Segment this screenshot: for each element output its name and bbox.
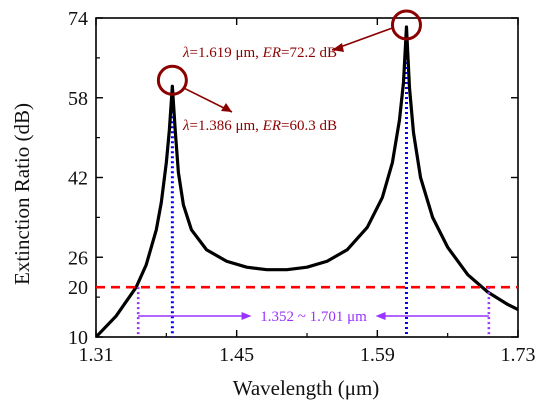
x-tick-label: 1.73 bbox=[501, 344, 536, 366]
annotation-arrowhead-1 bbox=[221, 103, 232, 112]
peak-circle-1 bbox=[156, 64, 188, 96]
y-tick-label: 42 bbox=[68, 168, 88, 190]
annotation-er-symbol: ER bbox=[262, 118, 281, 134]
x-tick-label: 1.59 bbox=[360, 344, 395, 366]
y-tick-label: 58 bbox=[68, 88, 88, 110]
annotation-peak-1: λ=1.386 μm, ER=60.3 dB bbox=[182, 118, 337, 134]
bandwidth-arrowhead-left bbox=[241, 312, 252, 320]
annotation-er-value: =60.3 dB bbox=[281, 118, 337, 134]
y-axis-label: Extinction Ratio (dB) bbox=[10, 103, 34, 285]
series-line-1 bbox=[96, 25, 518, 337]
annotation-arrowhead-2 bbox=[332, 43, 344, 52]
bandwidth-label: 1.352 ~ 1.701 μm bbox=[260, 309, 367, 325]
annotation-lambda-symbol: λ bbox=[182, 45, 190, 61]
annotation-peak-2: λ=1.619 μm, ER=72.2 dB bbox=[182, 45, 337, 61]
annotation-er-symbol: ER bbox=[262, 45, 281, 61]
x-tick-label: 1.45 bbox=[219, 344, 254, 366]
threshold-label: 20 bbox=[68, 277, 88, 299]
annotation-wavelength: =1.386 μm, bbox=[190, 118, 263, 134]
annotation-wavelength: =1.619 μm, bbox=[190, 45, 263, 61]
x-axis-label: Wavelength (μm) bbox=[233, 376, 380, 400]
y-tick-label: 10 bbox=[68, 327, 88, 349]
bandwidth-arrowhead-right bbox=[375, 312, 386, 320]
x-tick-label: 1.31 bbox=[79, 344, 114, 366]
y-tick-label: 74 bbox=[68, 8, 88, 30]
annotation-lambda-symbol: λ bbox=[182, 118, 190, 134]
plot-frame bbox=[95, 17, 519, 338]
peak-circle-2 bbox=[390, 9, 422, 41]
y-tick-label: 26 bbox=[68, 247, 88, 269]
annotation-er-value: =72.2 dB bbox=[281, 45, 337, 61]
